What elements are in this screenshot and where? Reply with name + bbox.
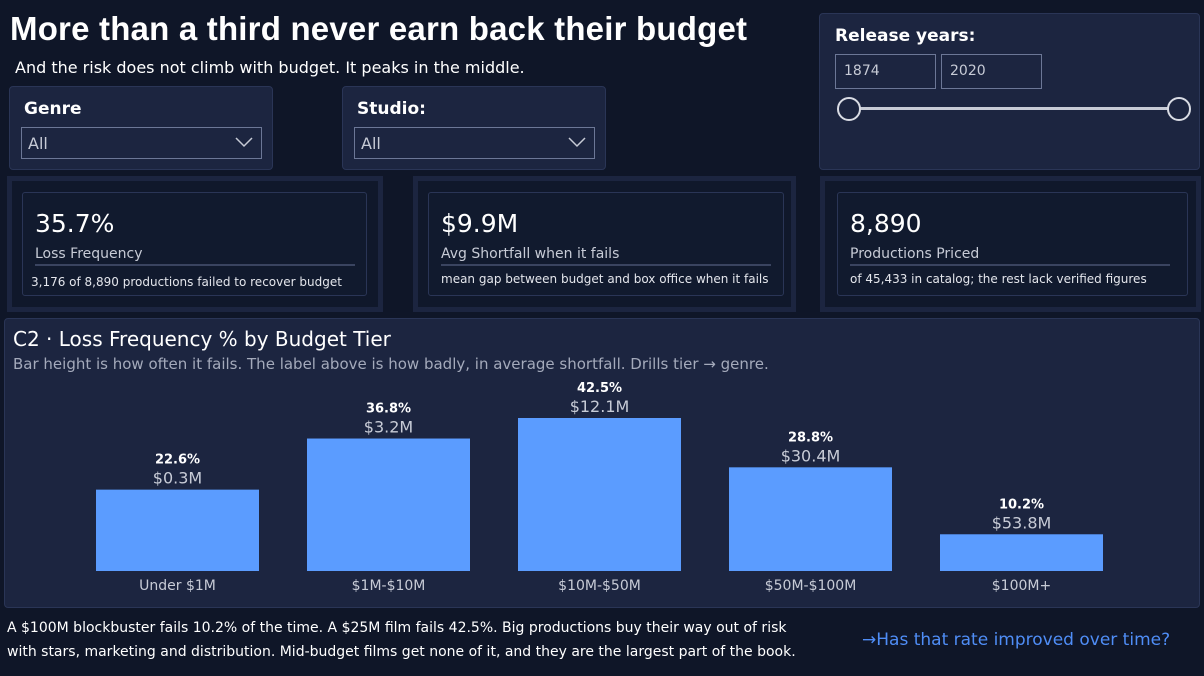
release-year-start-input[interactable]: 1874 [835, 54, 936, 89]
studio-filter-label: Studio: [357, 99, 426, 119]
chevron-down-icon [568, 137, 586, 148]
chart-panel: C2 · Loss Frequency % by Budget Tier Bar… [4, 318, 1200, 608]
genre-dropdown-value: All [28, 134, 48, 153]
bar-percent-label: 28.8% [788, 430, 833, 445]
kpi-card-inner: 35.7% Loss Frequency 3,176 of 8,890 prod… [22, 192, 367, 296]
bar-shortfall-label: $3.2M [364, 418, 413, 437]
bar-percent-label: 36.8% [366, 402, 411, 417]
kpi-divider [441, 264, 771, 266]
genre-filter-panel: Genre All [9, 86, 273, 170]
chart-bar[interactable] [729, 467, 892, 571]
kpi-value: 8,890 [850, 209, 922, 238]
release-year-end-input[interactable]: 2020 [941, 54, 1042, 89]
genre-dropdown[interactable]: All [21, 127, 262, 159]
bar-percent-label: 42.5% [577, 381, 622, 396]
kpi-card-productions-priced: 8,890 Productions Priced of 45,433 in ca… [820, 176, 1201, 312]
kpi-card-inner: $9.9M Avg Shortfall when it fails mean g… [428, 192, 784, 296]
chart-bar[interactable] [96, 489, 259, 571]
kpi-note: 3,176 of 8,890 productions failed to rec… [31, 275, 342, 289]
studio-dropdown-value: All [361, 134, 381, 153]
release-years-label: Release years: [835, 26, 976, 46]
chart-bar[interactable] [518, 418, 681, 571]
kpi-value: $9.9M [441, 209, 519, 238]
bar-percent-label: 22.6% [155, 453, 200, 468]
year-slider-start-handle[interactable] [837, 97, 861, 121]
bar-shortfall-label: $0.3M [153, 469, 202, 488]
studio-filter-panel: Studio: All [342, 86, 606, 170]
improvement-over-time-link[interactable]: →Has that rate improved over time? [862, 630, 1171, 650]
kpi-label: Productions Priced [850, 246, 980, 262]
kpi-card-avg-shortfall: $9.9M Avg Shortfall when it fails mean g… [413, 176, 796, 312]
kpi-card-loss-frequency: 35.7% Loss Frequency 3,176 of 8,890 prod… [7, 176, 383, 312]
x-axis-tick-label: $50M-$100M [765, 578, 857, 594]
chevron-down-icon [235, 137, 253, 148]
year-slider-track[interactable] [850, 107, 1180, 110]
genre-filter-label: Genre [24, 99, 82, 119]
page-title: More than a third never earn back their … [10, 10, 748, 47]
x-axis-tick-label: $1M-$10M [352, 578, 426, 594]
studio-dropdown[interactable]: All [354, 127, 595, 159]
kpi-label: Avg Shortfall when it fails [441, 246, 620, 262]
bar-shortfall-label: $12.1M [570, 397, 630, 416]
kpi-label: Loss Frequency [35, 246, 143, 262]
chart-subtitle: Bar height is how often it fails. The la… [13, 355, 769, 373]
x-axis-tick-label: Under $1M [139, 578, 216, 594]
bar-percent-label: 10.2% [999, 497, 1044, 512]
kpi-card-inner: 8,890 Productions Priced of 45,433 in ca… [837, 192, 1188, 296]
bar-shortfall-label: $53.8M [992, 513, 1052, 532]
bar-shortfall-label: $30.4M [781, 446, 841, 465]
kpi-value: 35.7% [35, 209, 115, 238]
kpi-note: mean gap between budget and box office w… [441, 272, 769, 286]
x-axis-tick-label: $10M-$50M [558, 578, 641, 594]
chart-bar[interactable] [307, 438, 470, 571]
chart-bar[interactable] [940, 534, 1103, 571]
year-slider-end-handle[interactable] [1167, 97, 1191, 121]
kpi-divider [850, 264, 1170, 266]
page-subtitle: And the risk does not climb with budget.… [15, 58, 525, 77]
kpi-divider [35, 264, 355, 266]
x-axis-tick-label: $100M+ [992, 578, 1051, 594]
chart-title: C2 · Loss Frequency % by Budget Tier [13, 327, 391, 351]
kpi-note: of 45,433 in catalog; the rest lack veri… [850, 272, 1147, 286]
footer-text-line-1: A $100M blockbuster fails 10.2% of the t… [7, 620, 787, 636]
release-years-panel: Release years: 1874 2020 [819, 13, 1200, 170]
footer-text-line-2: with stars, marketing and distribution. … [7, 644, 796, 660]
